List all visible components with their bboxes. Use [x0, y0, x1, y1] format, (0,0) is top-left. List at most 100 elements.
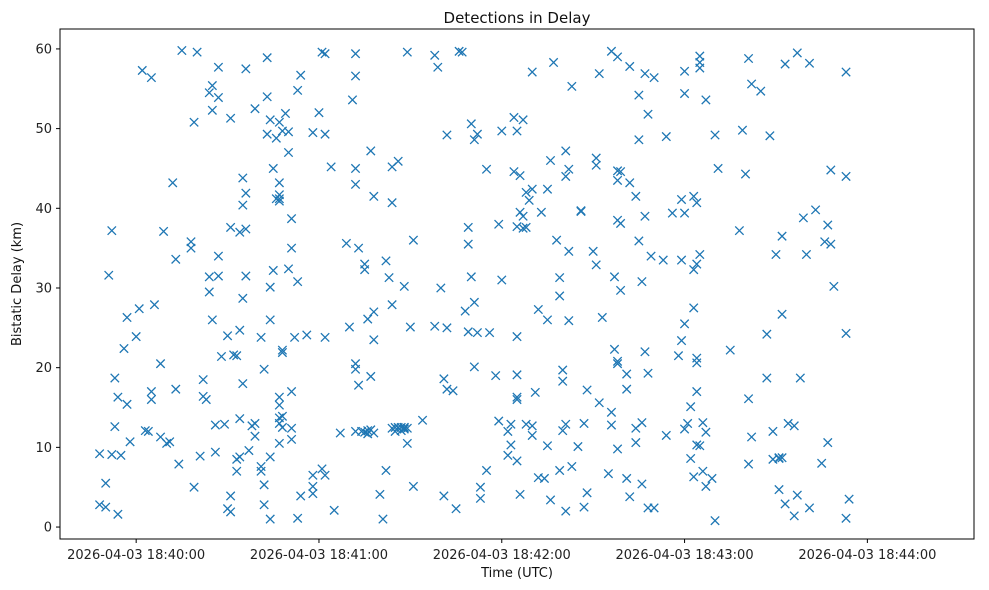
data-point: [265, 115, 275, 125]
data-point: [612, 444, 623, 454]
data-point: [259, 500, 269, 510]
data-point: [158, 226, 169, 237]
data-point: [113, 509, 123, 519]
data-point: [286, 423, 297, 433]
data-point: [235, 227, 245, 237]
data-point: [679, 88, 690, 99]
data-point: [692, 198, 702, 208]
data-point: [472, 327, 483, 338]
data-point: [576, 206, 586, 216]
data-point: [241, 188, 251, 198]
data-point: [646, 251, 656, 261]
data-point: [524, 195, 534, 205]
data-point: [625, 61, 635, 72]
x-tick-label: 2026-04-03 18:42:00: [433, 548, 571, 563]
data-point: [457, 47, 467, 57]
y-axis: 0 10 20 30 40 50 60: [35, 42, 60, 536]
data-point: [573, 441, 583, 452]
data-point: [649, 503, 659, 513]
data-point: [265, 282, 275, 292]
data-point: [274, 178, 285, 188]
data-point: [417, 415, 428, 425]
data-point: [448, 386, 458, 396]
data-point: [801, 249, 812, 260]
data-point: [101, 502, 111, 512]
data-point: [274, 194, 285, 204]
data-point: [347, 95, 358, 105]
data-point: [695, 441, 705, 451]
data-point: [542, 315, 553, 325]
data-point: [545, 155, 556, 166]
data-point: [746, 432, 757, 442]
data-point: [387, 300, 397, 310]
y-tick-label: 20: [35, 361, 52, 376]
data-point: [430, 50, 440, 60]
data-point: [542, 441, 553, 451]
data-point: [369, 191, 379, 202]
data-point: [737, 125, 748, 135]
data-point: [817, 458, 827, 468]
data-point: [274, 117, 285, 127]
data-point: [625, 178, 635, 188]
data-point: [777, 309, 787, 319]
data-point: [250, 104, 260, 114]
data-point: [841, 171, 851, 182]
data-point: [756, 86, 766, 96]
data-point: [469, 135, 480, 145]
data-point: [661, 131, 671, 142]
data-point: [204, 88, 214, 98]
data-point: [609, 272, 620, 282]
data-point: [375, 489, 385, 500]
data-point: [686, 453, 696, 464]
data-point: [384, 272, 394, 283]
data-point: [692, 440, 702, 450]
data-point: [171, 384, 181, 394]
data-point: [746, 79, 757, 89]
data-point: [481, 164, 492, 174]
x-axis-label: Time (UTC): [480, 566, 553, 581]
data-point: [615, 218, 626, 229]
data-point: [241, 224, 251, 234]
data-point: [591, 260, 601, 270]
data-point: [710, 130, 720, 140]
data-point: [591, 153, 601, 163]
data-point: [402, 438, 412, 449]
y-tick-label: 50: [35, 122, 52, 137]
data-point: [679, 319, 690, 329]
data-point: [795, 373, 805, 383]
data-point: [241, 64, 251, 74]
data-point: [579, 502, 589, 512]
data-point: [612, 175, 623, 186]
data-point: [612, 166, 623, 176]
data-point: [491, 370, 501, 381]
data-point: [497, 275, 507, 285]
data-point: [762, 373, 772, 383]
data-point: [314, 108, 324, 118]
data-point: [235, 414, 245, 424]
data-point: [707, 473, 717, 484]
data-point: [829, 281, 839, 292]
data-point: [518, 115, 528, 125]
data-point: [558, 376, 568, 386]
data-point: [518, 211, 528, 221]
data-point: [369, 307, 379, 317]
data-point: [518, 223, 528, 233]
data-point: [283, 264, 294, 274]
data-point: [292, 513, 303, 523]
data-point: [161, 438, 172, 449]
data-point: [780, 59, 790, 69]
data-point: [734, 225, 745, 236]
data-point: [762, 329, 772, 339]
data-point: [582, 488, 592, 498]
data-point: [679, 208, 690, 218]
data-point: [116, 450, 126, 460]
data-point: [780, 499, 790, 509]
data-point: [134, 304, 144, 314]
data-point: [679, 424, 690, 434]
data-point: [122, 312, 132, 323]
data-point: [774, 484, 784, 495]
data-point: [564, 164, 574, 174]
data-point: [317, 47, 327, 57]
data-point: [649, 72, 659, 83]
data-point: [701, 95, 711, 105]
